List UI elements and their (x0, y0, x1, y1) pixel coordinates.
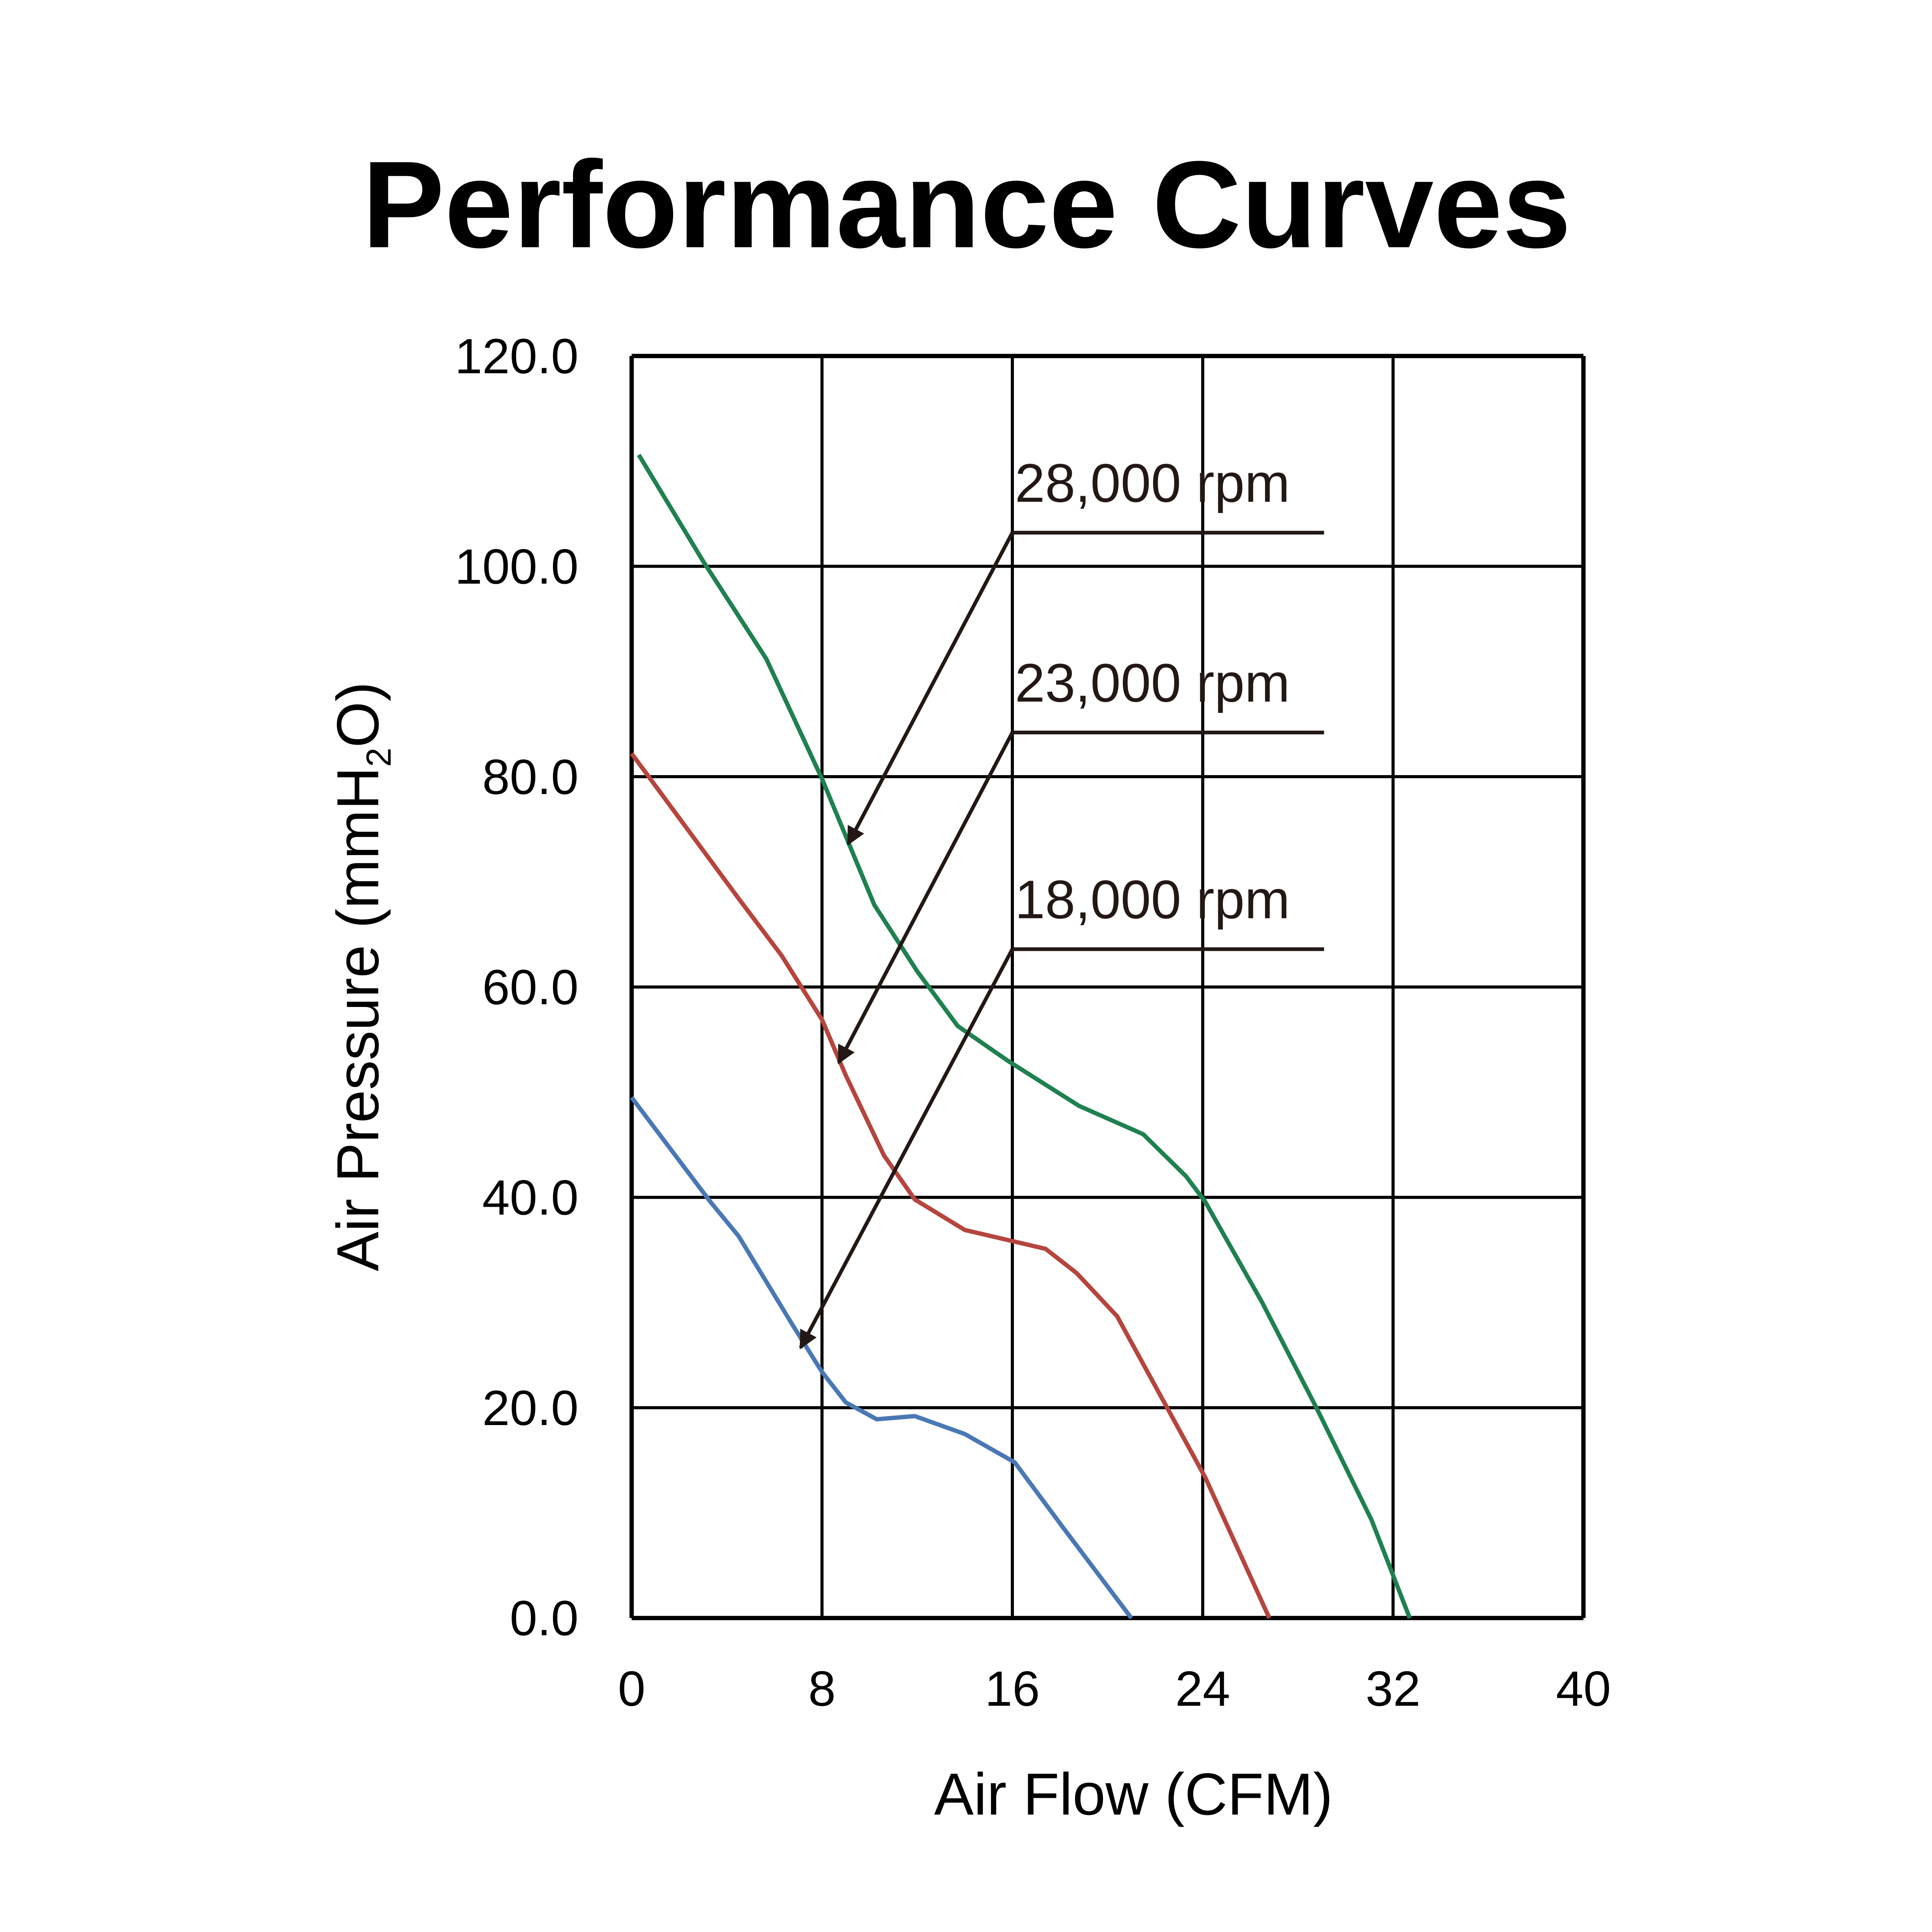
y-tick-label: 80.0 (482, 750, 578, 805)
y-axis-label-main: Air Pressure (mmH (325, 767, 391, 1271)
y-tick-label: 120.0 (455, 329, 578, 384)
x-axis-ticks: 0 8 16 24 32 40 (618, 1662, 1611, 1717)
y-axis-label-end: O) (325, 682, 391, 748)
chart-title: Performance Curves (362, 135, 1571, 274)
annotations: 28,000 rpm 23,000 rpm 18,000 rpm (799, 453, 1324, 1350)
y-tick-label: 60.0 (482, 960, 578, 1015)
y-tick-label: 20.0 (482, 1381, 578, 1436)
y-axis-label-subscript: 2 (359, 748, 398, 767)
x-tick-label: 32 (1366, 1662, 1420, 1717)
series-line-1 (637, 454, 1412, 1619)
y-axis-label: Air Pressure (mmH2O) (325, 682, 398, 1271)
y-axis-ticks: 0.0 20.0 40.0 60.0 80.0 100.0 120.0 (455, 329, 578, 1646)
series-lines (630, 454, 1412, 1619)
x-tick-label: 0 (618, 1662, 645, 1717)
y-tick-label: 0.0 (510, 1591, 578, 1646)
grid (629, 354, 1586, 1621)
annotation-arrow (846, 532, 1014, 846)
x-tick-label: 24 (1175, 1662, 1230, 1717)
series-label: 28,000 rpm (1015, 453, 1290, 514)
annotation-arrow (799, 948, 1014, 1350)
series-line-3 (630, 1096, 1133, 1619)
x-axis-label: Air Flow (CFM) (934, 1761, 1333, 1827)
annotation-arrow (837, 731, 1014, 1065)
y-tick-label: 40.0 (482, 1170, 578, 1226)
series-line-2 (630, 752, 1272, 1619)
series-label: 23,000 rpm (1015, 653, 1290, 713)
x-tick-label: 16 (985, 1662, 1040, 1717)
series-label: 18,000 rpm (1015, 869, 1290, 930)
y-tick-label: 100.0 (455, 539, 578, 594)
x-tick-label: 40 (1556, 1662, 1611, 1717)
x-tick-label: 8 (808, 1662, 836, 1717)
